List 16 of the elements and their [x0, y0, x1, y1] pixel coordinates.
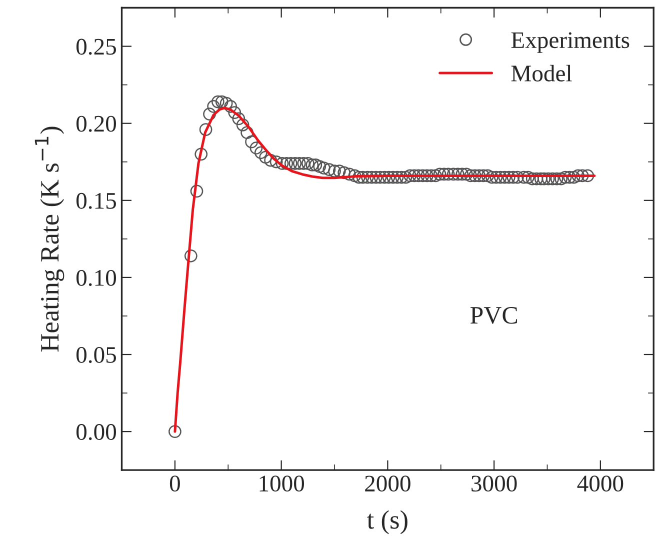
y-tick-label: 0.15 — [76, 192, 116, 209]
y-tick-label: 0.10 — [76, 270, 116, 286]
x-tick-label: 2000 — [365, 476, 410, 492]
legend-label: Model — [511, 64, 572, 82]
x-tick-label: 4000 — [577, 476, 624, 492]
annotation: PVC — [470, 306, 517, 324]
y-tick-label: 0.25 — [76, 38, 116, 55]
x-tick-label: 1000 — [260, 476, 304, 492]
y-axis-title: Heating Rate (K s$^{−1}$) — [34, 126, 64, 352]
legend-label: Experiments — [511, 32, 630, 53]
x-axis-title: t (s) — [367, 510, 408, 534]
x-tick-label: 0 — [170, 476, 180, 492]
y-tick-label: 0.00 — [76, 424, 116, 440]
y-tick-label: 0.05 — [76, 346, 116, 364]
x-tick-label: 3000 — [472, 476, 517, 492]
y-tick-label: 0.20 — [76, 116, 116, 132]
